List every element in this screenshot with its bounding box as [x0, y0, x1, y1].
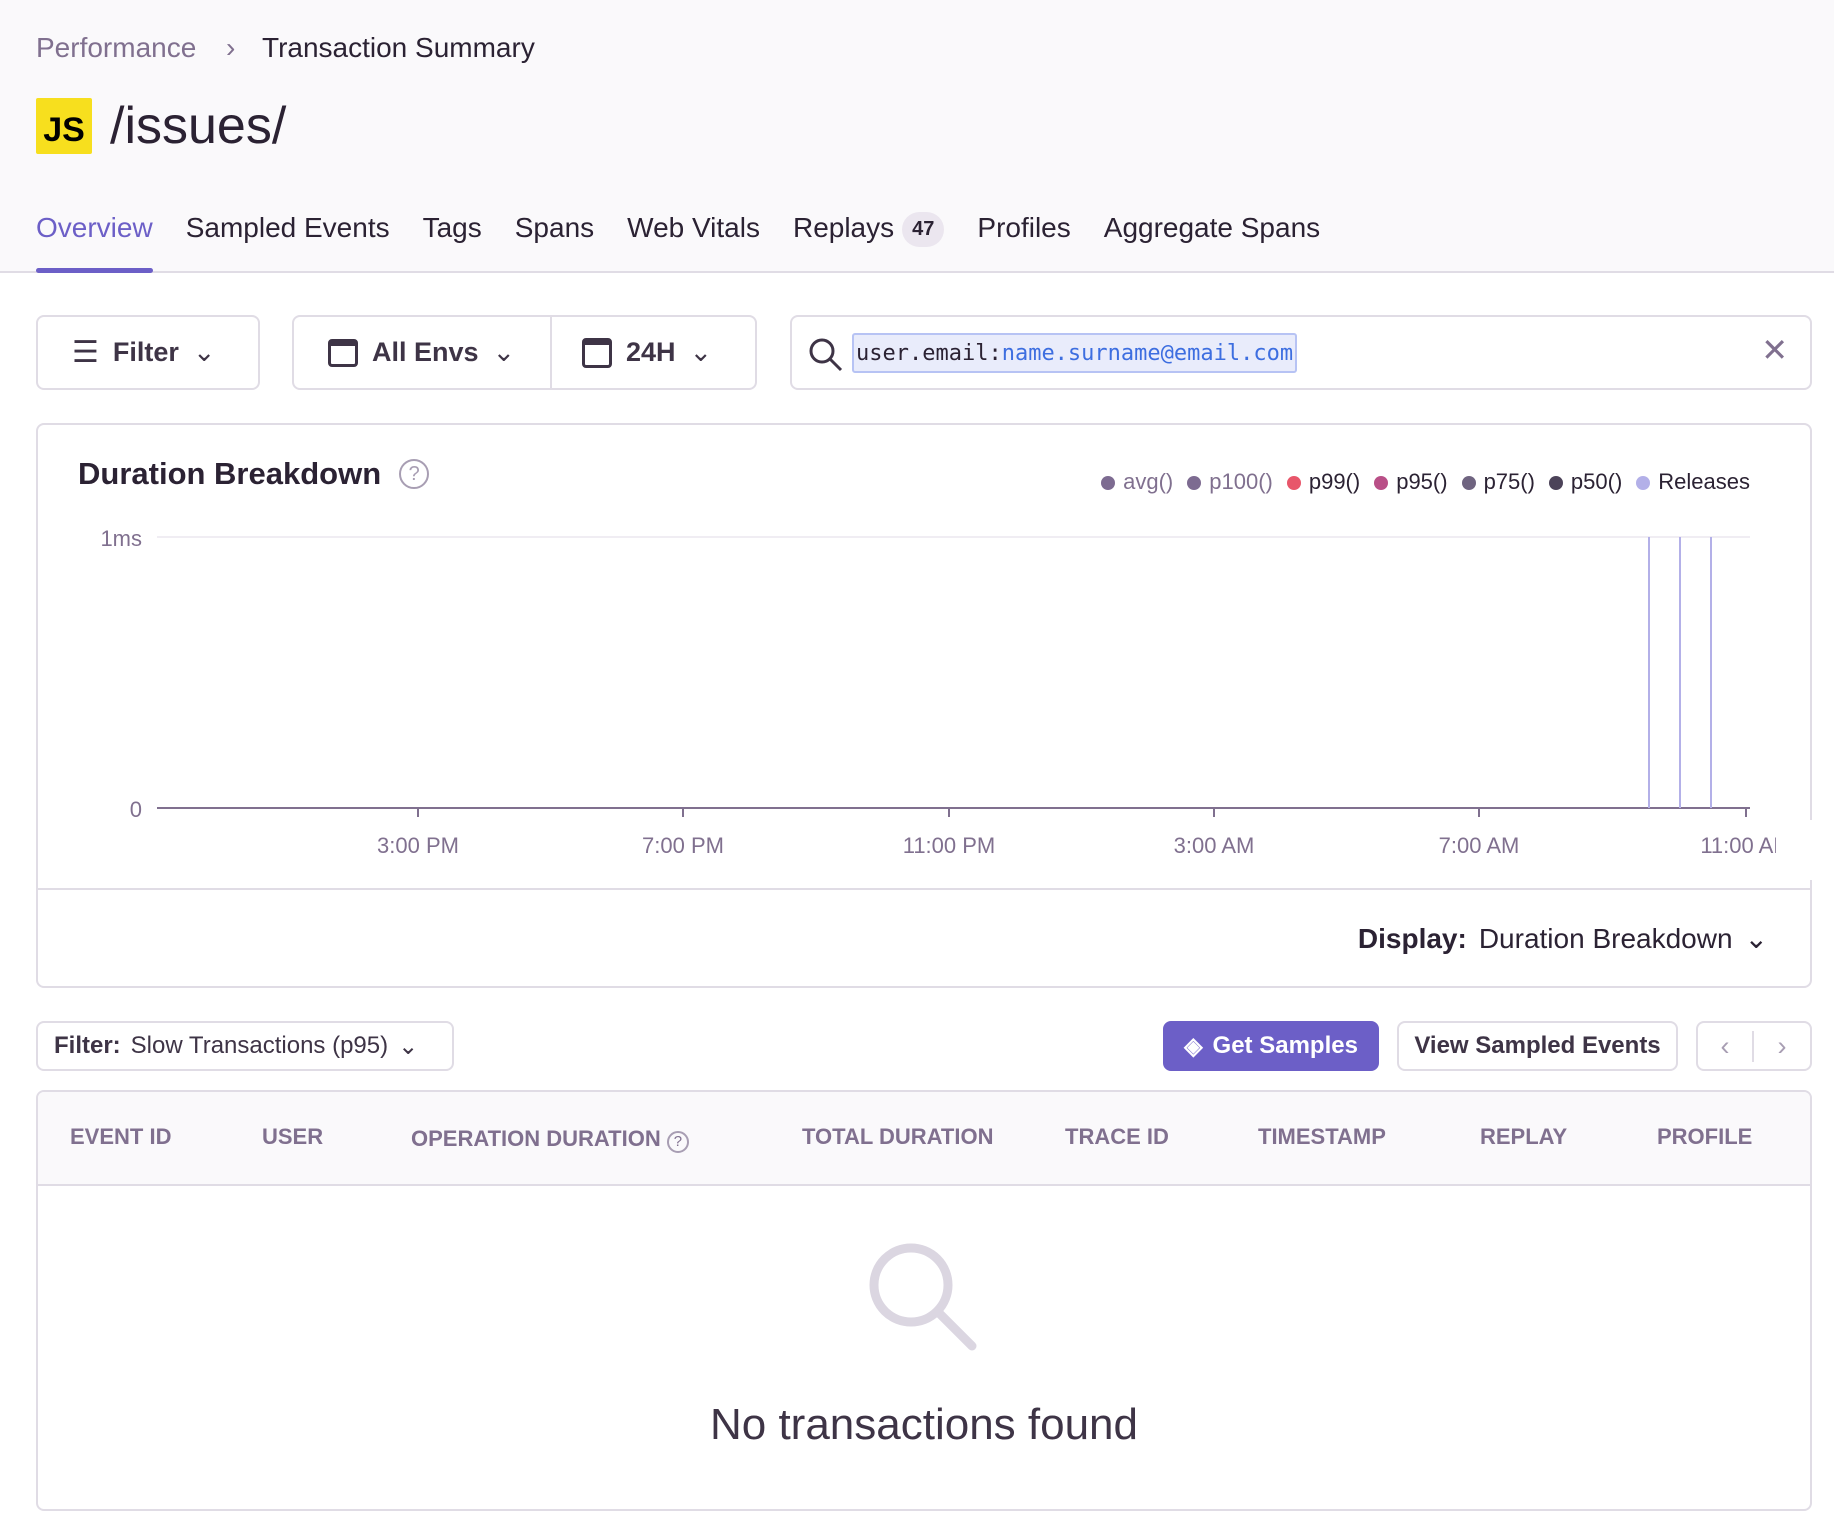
- calendar-icon: [582, 337, 612, 368]
- empty-state-message: No transactions found: [709, 1400, 1139, 1449]
- x-tick-label: 3:00 AM: [1174, 833, 1255, 858]
- tab-overview[interactable]: Overview: [36, 212, 153, 273]
- chevron-down-icon: ⌄: [492, 337, 516, 367]
- legend-dot: [1548, 476, 1563, 491]
- search-bar[interactable]: user.email:name.surname@email.com ✕: [790, 315, 1812, 390]
- chevron-down-icon: ⌄: [1744, 923, 1768, 954]
- display-selector[interactable]: Display: Duration Breakdown ⌄: [1357, 922, 1768, 955]
- chart-clip: [1776, 820, 1834, 880]
- duration-chart: 0 1ms 3:00 PM 7:00 PM 11:00 PM 3:00 AM 7:00 AM…: [100, 526, 1834, 880]
- help-question-icon[interactable]: ?: [399, 459, 430, 489]
- tab-sampled-events[interactable]: Sampled Events: [185, 212, 390, 243]
- legend-dot: [1374, 476, 1389, 491]
- legend-item-p100[interactable]: p100(): [1187, 469, 1273, 495]
- breadcrumb-chevron-icon: ›: [226, 32, 236, 63]
- legend-dot: [1101, 476, 1116, 491]
- x-tick-label: 3:00 PM: [377, 833, 459, 858]
- legend-dot: [1286, 476, 1301, 491]
- pagination: ‹ ›: [1696, 1021, 1812, 1071]
- chart-title: Duration Breakdown ?: [78, 456, 430, 492]
- empty-search-icon: [869, 1243, 977, 1351]
- get-samples-button[interactable]: ◈ Get Samples: [1163, 1021, 1379, 1071]
- column-operation-duration[interactable]: OPERATION DURATION ?: [411, 1126, 689, 1153]
- help-question-icon[interactable]: ?: [666, 1131, 689, 1153]
- transaction-name: /issues/: [110, 97, 287, 155]
- tab-replays[interactable]: Replays 47: [793, 212, 945, 273]
- column-event-id[interactable]: EVENT ID: [70, 1124, 172, 1149]
- date-range-selector[interactable]: 24H ⌄: [552, 337, 712, 368]
- samples-table: [36, 1090, 1812, 1511]
- column-replay[interactable]: REPLAY: [1480, 1124, 1568, 1149]
- legend-item-Releases[interactable]: Releases: [1636, 469, 1750, 495]
- window-icon: [328, 338, 358, 367]
- environment-selector[interactable]: All Envs ⌄: [294, 317, 552, 388]
- y-tick-label: 1ms: [100, 526, 142, 551]
- x-tick-label: 7:00 AM: [1439, 833, 1520, 858]
- x-tick-label: 11:00 PM: [903, 833, 996, 858]
- legend-dot: [1187, 476, 1202, 491]
- legend-dot: [1461, 476, 1476, 491]
- column-timestamp[interactable]: TIMESTAMP: [1258, 1124, 1386, 1149]
- tab-tags[interactable]: Tags: [422, 212, 482, 243]
- search-token[interactable]: user.email:name.surname@email.com: [852, 333, 1298, 373]
- samples-filter-dropdown[interactable]: Filter: Slow Transactions (p95) ⌄: [36, 1021, 454, 1071]
- chevron-down-icon: ⌄: [398, 1032, 419, 1060]
- legend-dot: [1636, 476, 1651, 491]
- stack-icon: ◈: [1184, 1032, 1203, 1060]
- clear-search-icon[interactable]: ✕: [1761, 332, 1788, 368]
- filter-button[interactable]: ☰ Filter ⌄: [36, 315, 260, 390]
- replays-count-badge: 47: [902, 212, 945, 247]
- breadcrumb-current: Transaction Summary: [262, 32, 535, 63]
- tab-profiles[interactable]: Profiles: [977, 212, 1071, 243]
- env-period-selector: All Envs ⌄ 24H ⌄: [292, 315, 757, 390]
- chevron-down-icon: ⌄: [689, 337, 713, 367]
- legend-item-p95[interactable]: p95(): [1374, 469, 1448, 495]
- tab-spans[interactable]: Spans: [514, 212, 595, 243]
- chevron-down-icon: ⌄: [192, 337, 216, 367]
- search-icon: [809, 338, 843, 372]
- legend-item-p99[interactable]: p99(): [1286, 469, 1360, 495]
- tab-web-vitals[interactable]: Web Vitals: [627, 212, 760, 243]
- next-page-icon[interactable]: ›: [1777, 1030, 1787, 1061]
- filter-lines-icon: ☰: [72, 336, 99, 369]
- column-trace-id[interactable]: TRACE ID: [1065, 1124, 1169, 1149]
- legend-item-p75[interactable]: p75(): [1461, 469, 1535, 495]
- panel-divider: [36, 888, 1812, 890]
- view-sampled-events-button[interactable]: View Sampled Events: [1397, 1021, 1678, 1071]
- column-total-duration[interactable]: TOTAL DURATION: [802, 1124, 994, 1149]
- page-title: JS /issues/: [36, 96, 286, 156]
- previous-page-icon[interactable]: ‹: [1698, 1030, 1755, 1062]
- x-tick-label: 7:00 PM: [642, 833, 724, 858]
- legend-item-p50[interactable]: p50(): [1548, 469, 1622, 495]
- column-user[interactable]: USER: [262, 1124, 324, 1149]
- javascript-platform-icon: JS: [36, 98, 92, 154]
- column-profile[interactable]: PROFILE: [1657, 1124, 1753, 1149]
- chart-legend: avg() p100() p99() p95() p75() p50() Releases: [1101, 469, 1750, 495]
- legend-item-avg[interactable]: avg(): [1101, 469, 1173, 495]
- table-header: [38, 1092, 1810, 1186]
- y-tick-label: 0: [130, 797, 142, 822]
- tab-aggregate-spans[interactable]: Aggregate Spans: [1103, 212, 1321, 243]
- tab-bar: Overview Sampled Events Tags Spans Web V…: [36, 212, 1320, 273]
- breadcrumb-performance[interactable]: Performance: [36, 32, 197, 63]
- duration-breakdown-panel: [36, 423, 1812, 988]
